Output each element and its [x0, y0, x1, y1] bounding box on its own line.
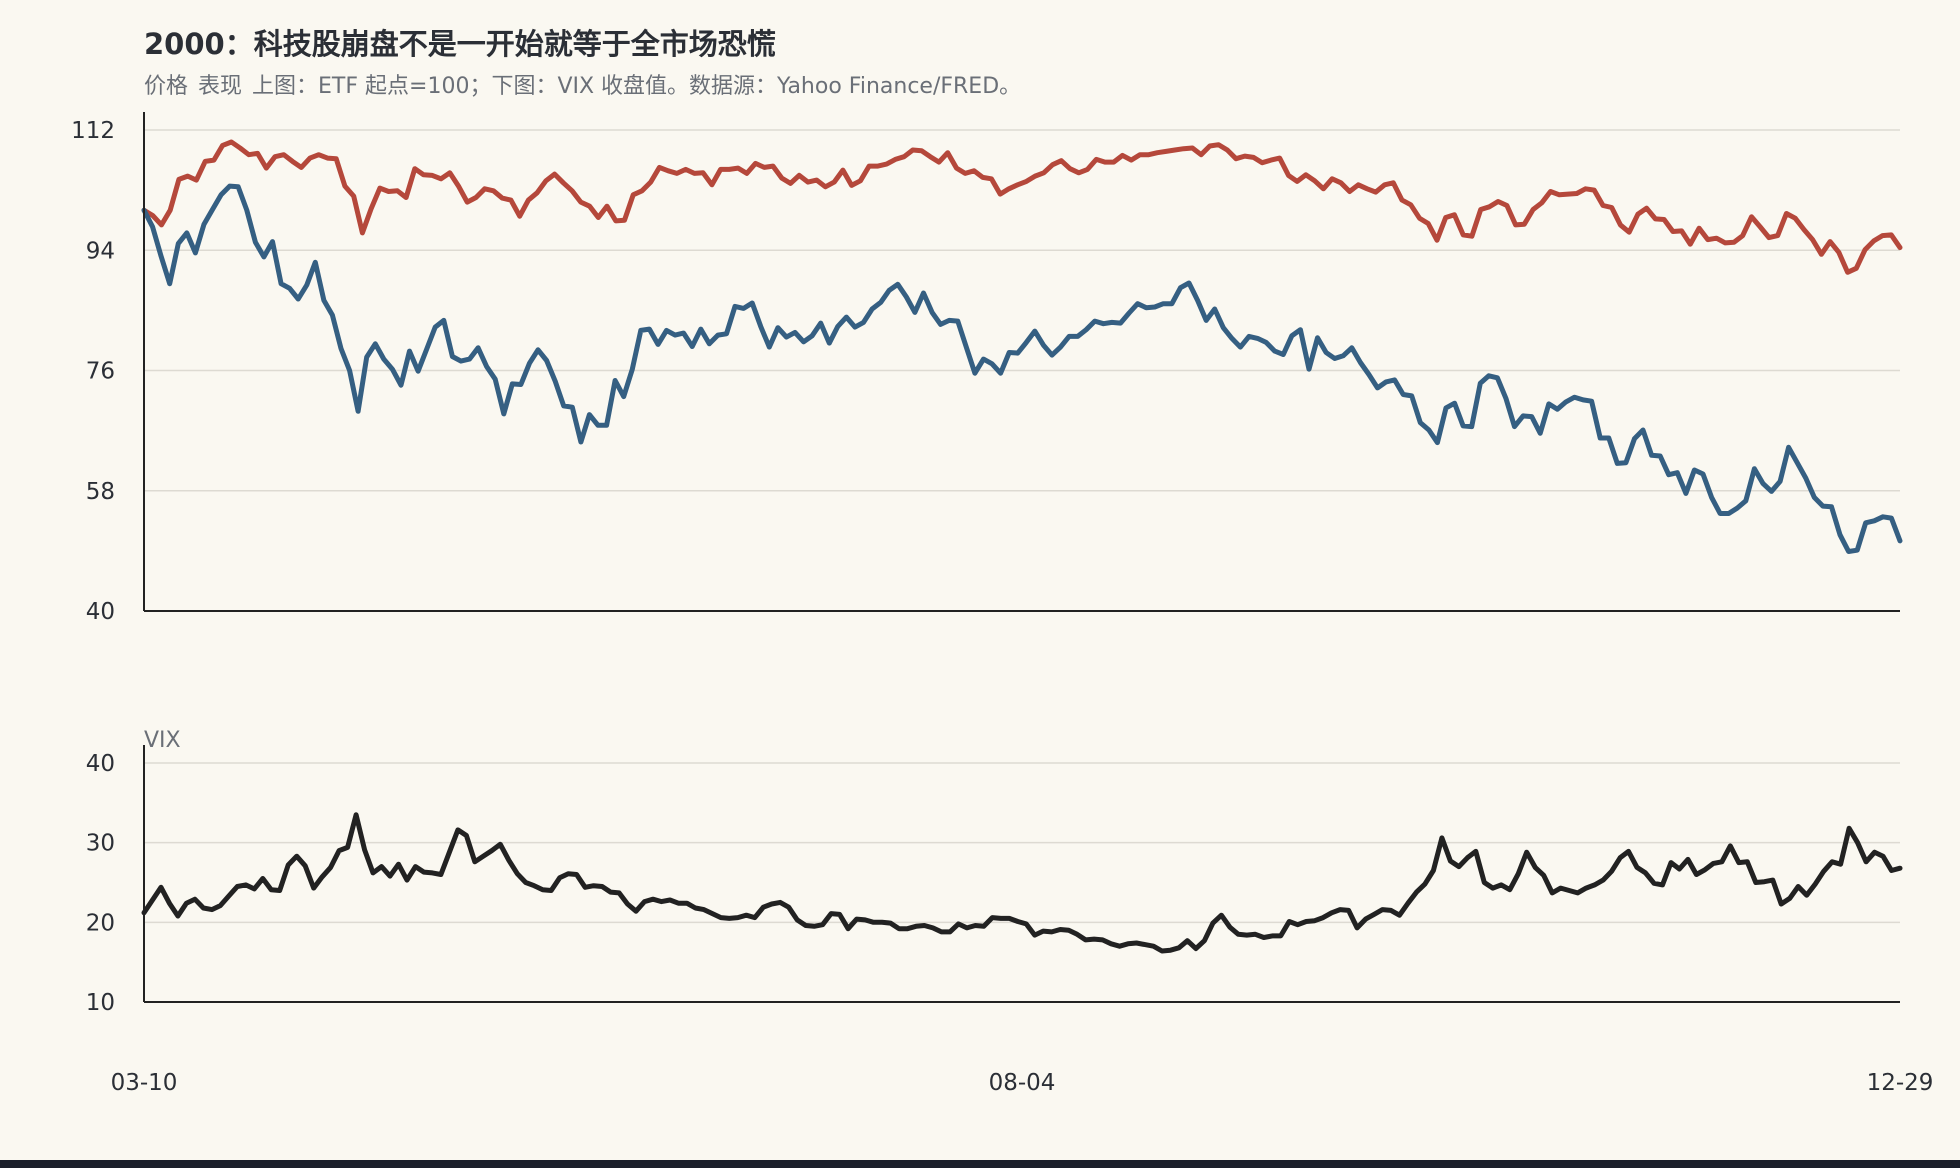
bottom-ytick-label-0: 40 [86, 751, 115, 777]
top-ytick-label-0: 112 [71, 118, 115, 144]
xtick-label-2: 12-29 [1867, 1070, 1934, 1096]
top-ytick-label-2: 76 [86, 359, 115, 385]
chart-subtitle: 价格 表现 上图：ETF 起点=100；下图：VIX 收盘值。数据源：Yahoo F… [144, 72, 1021, 102]
bottom-series-line-0 [141, 812, 1903, 954]
top-ytick-label-3: 58 [86, 479, 115, 505]
top-ytick-label-4: 40 [86, 599, 115, 625]
vix-axis-title: VIX [144, 728, 181, 753]
bottom-panel-series [141, 812, 1903, 954]
top-panel-series [141, 139, 1903, 554]
xtick-label-1: 08-04 [989, 1070, 1056, 1096]
bottom-ytick-label-3: 10 [86, 990, 115, 1016]
bottom-dock-bar [0, 1160, 1960, 1168]
top-ytick-label-1: 94 [86, 238, 115, 264]
chart-axes [143, 112, 1900, 1003]
xtick-label-0: 03-10 [111, 1070, 178, 1096]
legend-label-0: 价格 [144, 74, 189, 99]
subtitle-text: 上图：ETF 起点=100；下图：VIX 收盘值。数据源：Yahoo Finan… [252, 74, 1022, 99]
bottom-ytick-label-1: 30 [86, 831, 115, 857]
chart-title: 2000：科技股崩盘不是一开始就等于全市场恐慌 [144, 27, 776, 61]
bottom-panel-grid [144, 762, 1900, 924]
chart-tick-labels: 112 94 76 58 40 40 30 20 10 VIX 03-10 08-04 12-29 [71, 118, 1933, 1096]
top-series-line-1 [141, 183, 1903, 554]
bottom-ytick-label-2: 20 [86, 910, 115, 936]
legend-label-1: 表现 [198, 74, 243, 99]
top-panel-grid [144, 129, 1900, 492]
top-series-line-0 [141, 139, 1903, 275]
